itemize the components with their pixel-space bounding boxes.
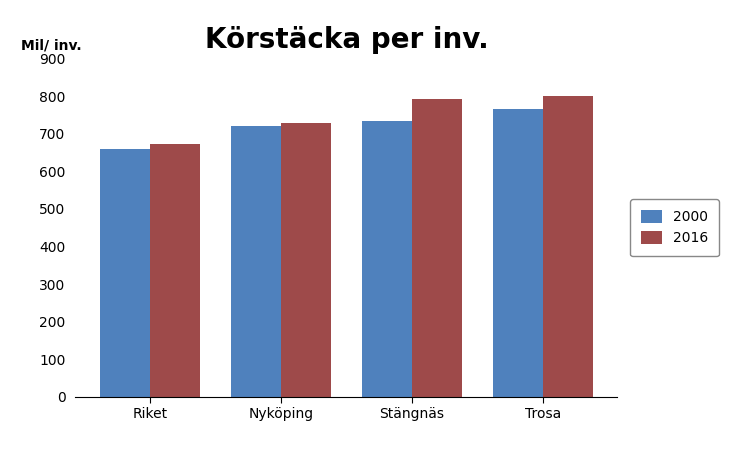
Bar: [362, 120, 412, 397]
Title: Körstäcka per inv.: Körstäcka per inv.: [205, 26, 488, 54]
Bar: [100, 149, 150, 397]
Bar: [281, 123, 331, 397]
Bar: [412, 99, 462, 397]
Bar: [543, 96, 593, 397]
Bar: [493, 110, 543, 397]
Bar: [231, 125, 281, 397]
Legend: 2000, 2016: 2000, 2016: [630, 199, 719, 256]
Bar: [150, 144, 200, 397]
Text: Mil/ inv.: Mil/ inv.: [21, 38, 82, 52]
